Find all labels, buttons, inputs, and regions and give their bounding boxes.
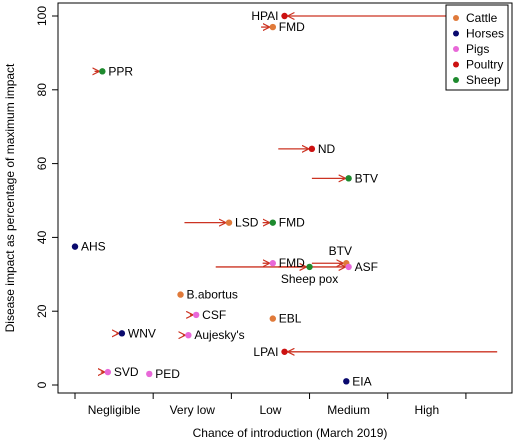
point-wnv [118,330,126,337]
label-ppr: PPR [108,64,133,78]
label-btv: BTV [329,244,352,258]
legend-label-pigs: Pigs [466,42,489,56]
label-fmd: FMD [279,20,305,34]
label-fmd: FMD [279,216,305,230]
x-tick-label: Very low [170,403,216,417]
y-axis: 0 20 40 60 80 100 [35,6,58,388]
y-tick-label: 80 [35,83,49,97]
data-points [71,12,352,385]
point-svd [104,368,112,376]
x-axis: Negligible Very low Low Medium High [74,393,467,417]
x-tick-label: Medium [327,403,370,417]
legend-swatch-poultry [453,61,459,68]
point-asf [345,263,352,271]
x-tick-label: Low [259,403,281,417]
point-ped [146,370,153,378]
x-axis-title: Chance of introduction (March 2019) [193,426,388,440]
legend-label-sheep: Sheep [466,73,501,87]
point-ppr [99,68,106,75]
point-lpai [281,348,288,355]
point-ahs [71,243,79,250]
point-ebl [269,315,276,322]
label-ahs: AHS [81,240,106,254]
label-aujesky-s: Aujesky's [194,328,244,342]
y-tick-label: 0 [35,381,49,388]
legend-swatch-cattle [453,15,459,21]
point-nd [308,145,316,153]
y-tick-label: 100 [35,6,49,26]
point-aujesky-s [185,331,192,339]
label-sheep-pox: Sheep pox [281,272,338,286]
label-b-abortus: B.abortus [187,288,238,302]
point-sheep-pox [306,263,313,271]
point-fmd [269,23,276,31]
label-csf: CSF [202,308,226,322]
label-btv: BTV [355,171,378,185]
label-ped: PED [155,367,180,381]
legend-swatch-horses [453,30,459,37]
y-tick-label: 20 [35,304,49,318]
legend-swatch-sheep [453,77,459,83]
label-fmd: FMD [279,256,305,270]
point-fmd [269,219,276,226]
point-lsd [225,219,233,226]
y-axis-title: Disease impact as percentage of maximum … [3,63,17,332]
plot-frame [57,2,513,394]
label-eia: EIA [352,374,371,388]
label-nd: ND [318,142,336,156]
point-csf [192,311,200,319]
x-tick-label: Negligible [88,403,141,417]
transition-arrows [95,16,498,372]
legend-swatch-pigs [453,46,459,52]
legend-label-poultry: Poultry [466,58,503,72]
y-tick-label: 60 [35,157,49,171]
label-wnv: WNV [128,326,156,340]
point-fmd [269,260,276,267]
label-asf: ASF [355,260,378,274]
label-ebl: EBL [279,312,302,326]
y-tick-label: 40 [35,230,49,244]
x-tick-label: High [414,403,439,417]
point-eia [343,378,350,385]
label-hpai: HPAI [251,9,278,23]
point-btv [345,175,352,182]
label-svd: SVD [114,365,139,379]
point-hpai [281,12,288,20]
point-b-abortus [177,291,184,298]
label-lpai: LPAI [253,345,278,359]
label-lsd: LSD [235,216,259,230]
legend-label-cattle: Cattle [466,11,498,25]
legend-label-horses: Horses [466,27,504,41]
